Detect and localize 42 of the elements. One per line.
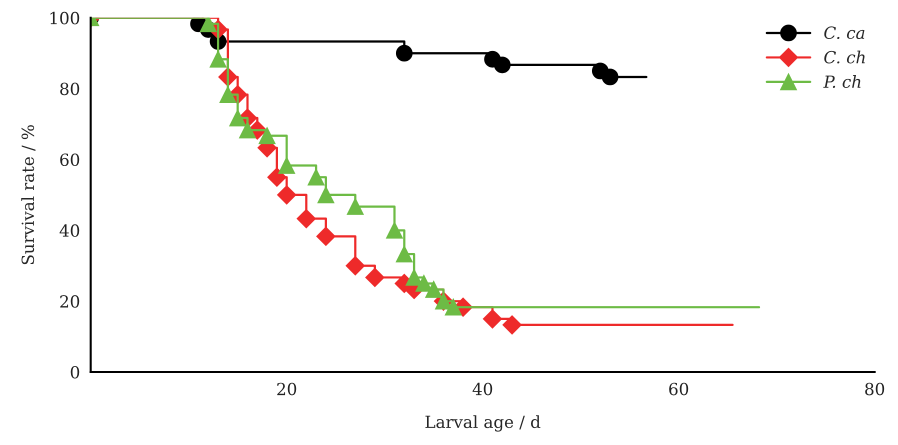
- legend-label: C. ca: [824, 26, 864, 40]
- point: [365, 268, 384, 287]
- point: [416, 275, 432, 292]
- point: [210, 50, 226, 68]
- y-tick-label: 80: [60, 82, 80, 96]
- x-tick-label: 40: [472, 382, 492, 396]
- x-tick-label: 60: [669, 382, 688, 396]
- point: [220, 86, 236, 103]
- legend-label: P. ch: [823, 75, 860, 88]
- y-tick-label: 20: [60, 295, 80, 308]
- x-tick-label: 20: [277, 382, 296, 396]
- point: [267, 168, 286, 187]
- point: [444, 298, 462, 316]
- point: [502, 315, 522, 334]
- point: [482, 309, 502, 328]
- y-tick-label: 0: [70, 366, 80, 379]
- y-tick-label: 100: [50, 12, 80, 24]
- point: [229, 110, 246, 126]
- point: [406, 269, 422, 286]
- point: [396, 246, 413, 262]
- point: [258, 127, 276, 144]
- point: [396, 44, 413, 62]
- point: [425, 281, 442, 298]
- y-axis-title: Survival rate / %: [21, 125, 36, 264]
- x-tick-label: 80: [865, 382, 884, 396]
- y-tick-label: 60: [60, 153, 80, 166]
- legend-label: C. ch: [824, 50, 865, 64]
- point: [200, 18, 217, 32]
- point: [239, 122, 256, 138]
- point: [277, 185, 296, 204]
- point: [296, 209, 316, 228]
- point: [386, 222, 403, 239]
- point: [346, 256, 365, 276]
- point: [318, 186, 334, 204]
- y-tick-label: 40: [60, 224, 80, 237]
- point: [346, 198, 364, 215]
- x-axis-title: Larval age / d: [425, 415, 540, 432]
- point: [308, 168, 324, 186]
- point: [316, 226, 336, 246]
- point: [602, 68, 618, 86]
- point: [278, 157, 296, 174]
- point: [494, 56, 511, 74]
